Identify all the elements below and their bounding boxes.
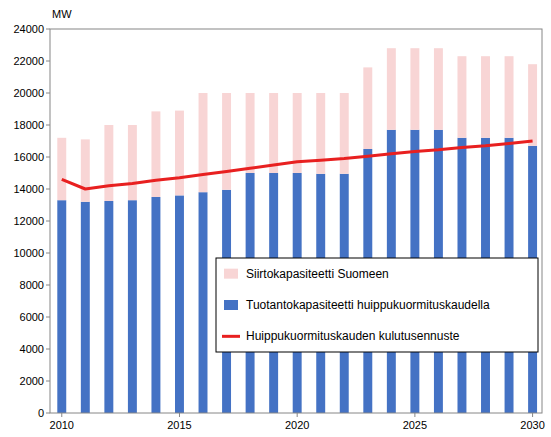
y-tick-label: 2000 [20, 375, 44, 387]
x-tick [414, 413, 415, 417]
bar [57, 138, 66, 200]
y-tick-label: 18000 [13, 119, 44, 131]
legend-swatch [224, 269, 238, 279]
bar [104, 201, 113, 413]
y-tick-label: 20000 [13, 87, 44, 99]
y-tick-label: 16000 [13, 151, 44, 163]
x-tick-label: 2015 [167, 419, 191, 431]
x-tick [532, 413, 533, 417]
x-tick [61, 413, 62, 417]
bar [410, 48, 419, 130]
legend-box [216, 258, 538, 352]
bar [434, 48, 443, 130]
x-tick-label: 2010 [50, 419, 74, 431]
bar [175, 195, 184, 413]
y-tick [46, 317, 50, 318]
bar [528, 64, 537, 146]
y-axis-label: MW [52, 8, 72, 20]
bar [340, 93, 349, 174]
chart: 0 2000 4000 6000 8000 10000 12000 14000 16000 180… [0, 0, 551, 437]
plot-area [57, 48, 537, 413]
bar [128, 125, 137, 200]
legend-label: Siirtokapasiteetti Suomeen [246, 267, 389, 281]
y-tick [46, 413, 50, 414]
bar [481, 56, 490, 138]
y-tick-label: 4000 [20, 343, 44, 355]
y-tick-label: 8000 [20, 279, 44, 291]
bar [505, 56, 514, 138]
bar [81, 202, 90, 413]
y-tick [46, 125, 50, 126]
y-tick-label: 0 [38, 407, 44, 419]
y-tick [46, 189, 50, 190]
y-tick [46, 381, 50, 382]
bar [151, 111, 160, 197]
y-tick [46, 93, 50, 94]
y-tick-label: 22000 [13, 55, 44, 67]
y-tick-label: 6000 [20, 311, 44, 323]
y-tick-label: 12000 [13, 215, 44, 227]
y-tick [46, 253, 50, 254]
y-tick-label: 14000 [13, 183, 44, 195]
x-tick-label: 2020 [285, 419, 309, 431]
y-tick-label: 24000 [13, 23, 44, 35]
plot-frame [50, 29, 542, 413]
bar [222, 93, 231, 190]
y-tick [46, 285, 50, 286]
bar [175, 111, 184, 196]
legend-swatch [222, 335, 240, 338]
bar [246, 93, 255, 173]
bar [104, 125, 113, 201]
bar [199, 93, 208, 192]
bar [128, 200, 137, 413]
bar [81, 139, 90, 201]
y-tick [46, 29, 50, 30]
x-tick [297, 413, 298, 417]
bar [199, 192, 208, 413]
bar [363, 67, 372, 149]
y-tick [46, 221, 50, 222]
line [62, 141, 533, 189]
bar [387, 48, 396, 130]
y-tick-label: 10000 [13, 247, 44, 259]
legend-label: Tuotantokapasiteetti huippukuormituskaud… [246, 298, 490, 312]
y-tick [46, 349, 50, 350]
legend-swatch [224, 300, 238, 310]
x-tick [179, 413, 180, 417]
bar [269, 93, 278, 173]
bar [457, 56, 466, 138]
bar [151, 197, 160, 413]
y-tick [46, 61, 50, 62]
legend-label: Huippukuormituskauden kulutusennuste [246, 329, 460, 343]
x-tick-label: 2030 [520, 419, 544, 431]
legend: Siirtokapasiteetti Suomeen Tuotantokapasi… [216, 258, 538, 352]
y-tick [46, 157, 50, 158]
x-tick-label: 2025 [403, 419, 427, 431]
bar [57, 200, 66, 413]
